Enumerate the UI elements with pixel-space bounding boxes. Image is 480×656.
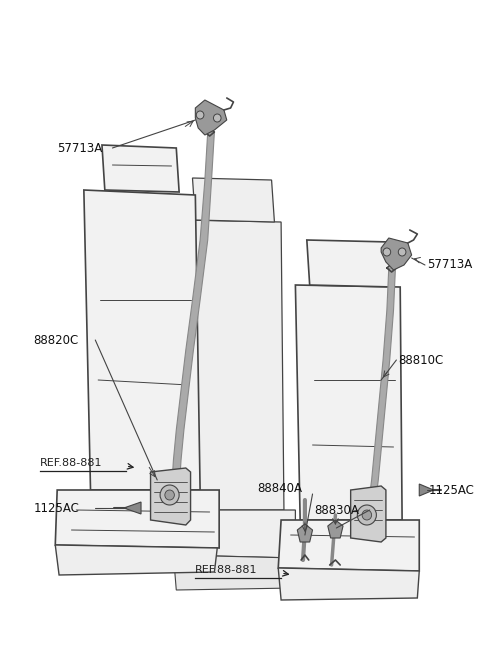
Circle shape: [398, 248, 406, 256]
Text: 1125AC: 1125AC: [429, 483, 475, 497]
Polygon shape: [278, 520, 419, 571]
Polygon shape: [102, 145, 179, 192]
Polygon shape: [419, 484, 433, 496]
Circle shape: [357, 505, 376, 525]
Polygon shape: [151, 468, 191, 525]
Polygon shape: [195, 100, 227, 135]
Polygon shape: [84, 190, 200, 490]
Circle shape: [165, 490, 174, 500]
Polygon shape: [181, 220, 284, 510]
Text: REF.88-881: REF.88-881: [40, 458, 103, 468]
Polygon shape: [173, 510, 295, 558]
Polygon shape: [171, 132, 215, 490]
Text: 1125AC: 1125AC: [33, 501, 79, 514]
Circle shape: [196, 111, 204, 119]
Text: REF.88-881: REF.88-881: [195, 565, 258, 575]
Polygon shape: [297, 524, 312, 542]
Polygon shape: [295, 285, 402, 520]
Text: 88830A: 88830A: [314, 504, 360, 516]
Polygon shape: [368, 268, 396, 510]
Polygon shape: [173, 555, 295, 590]
Polygon shape: [351, 486, 386, 542]
Polygon shape: [381, 238, 412, 270]
Text: 57713A: 57713A: [57, 142, 102, 155]
Circle shape: [214, 114, 221, 122]
Text: 88810C: 88810C: [398, 354, 444, 367]
Polygon shape: [55, 545, 217, 575]
Circle shape: [160, 485, 179, 505]
Text: 88820C: 88820C: [33, 333, 79, 346]
Text: 57713A: 57713A: [427, 258, 472, 272]
Text: 88840A: 88840A: [257, 482, 302, 495]
Polygon shape: [278, 568, 419, 600]
Circle shape: [362, 510, 372, 520]
Polygon shape: [307, 240, 394, 287]
Polygon shape: [328, 520, 343, 538]
Circle shape: [383, 248, 391, 256]
Polygon shape: [192, 178, 275, 222]
Polygon shape: [55, 490, 219, 548]
Polygon shape: [124, 502, 141, 514]
